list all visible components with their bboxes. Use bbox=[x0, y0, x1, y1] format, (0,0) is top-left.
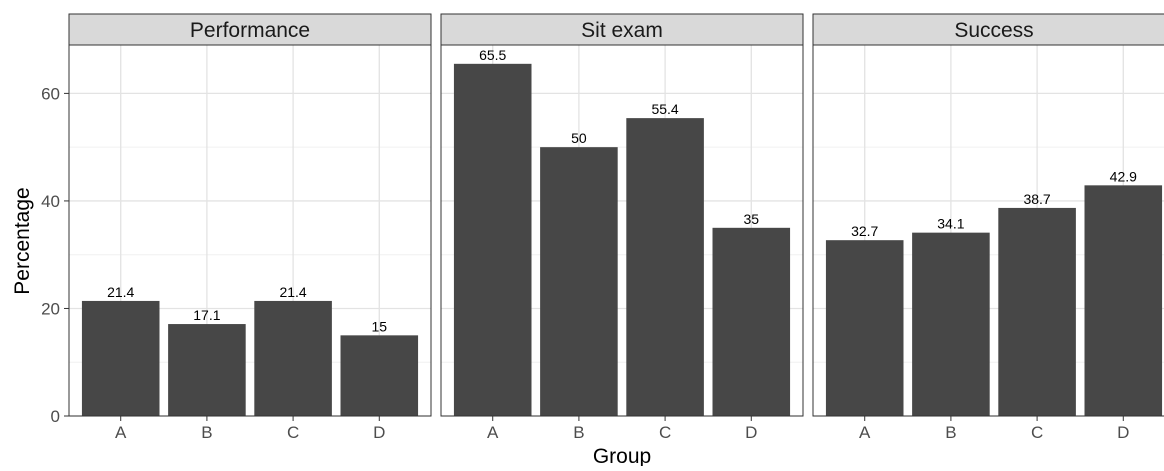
bar-b bbox=[540, 147, 618, 416]
facet-title: Sit exam bbox=[581, 19, 663, 42]
bar-value-label: 32.7 bbox=[851, 223, 878, 239]
x-tick-label: C bbox=[1031, 423, 1043, 442]
facet-title: Performance bbox=[190, 19, 310, 42]
panels-layer: Performance 21.4 17.1 21.4 15 A B C D Sit exam 65.… bbox=[68, 13, 1164, 442]
bar-a bbox=[81, 300, 160, 416]
bar-c bbox=[254, 300, 332, 416]
x-tick-label: B bbox=[201, 423, 212, 442]
facet-title: Success bbox=[954, 19, 1033, 42]
bar-value-label: 50 bbox=[571, 130, 587, 146]
bar-a bbox=[825, 240, 904, 416]
bar-c bbox=[626, 118, 704, 416]
bar-value-label: 21.4 bbox=[279, 284, 306, 300]
facet-panel-success: Success 32.7 34.1 38.7 42.9 A B C D bbox=[812, 13, 1164, 442]
bar-value-label: 35 bbox=[743, 211, 759, 227]
x-tick-label: B bbox=[945, 423, 956, 442]
x-tick-label: C bbox=[659, 423, 671, 442]
panel-border bbox=[812, 44, 1164, 417]
x-tick-label: D bbox=[373, 423, 385, 442]
panel-border bbox=[68, 44, 432, 417]
bar-value-label: 21.4 bbox=[107, 284, 134, 300]
facet-strip bbox=[812, 13, 1164, 46]
bar-value-label: 65.5 bbox=[479, 47, 506, 63]
y-tick-label: 0 bbox=[51, 407, 60, 426]
bar-b bbox=[168, 324, 246, 416]
x-tick-label: A bbox=[487, 423, 499, 442]
y-axis: 0 20 40 60 bbox=[41, 84, 69, 426]
x-axis-title: Group bbox=[593, 445, 651, 466]
y-tick-label: 20 bbox=[41, 299, 60, 318]
x-tick-label: A bbox=[115, 423, 127, 442]
facet-panel-sit-exam: Sit exam 65.5 50 55.4 35 A B C D bbox=[440, 13, 804, 442]
bar-value-label: 55.4 bbox=[651, 101, 678, 117]
bar-d bbox=[712, 227, 791, 416]
bar-value-label: 15 bbox=[371, 318, 387, 334]
y-tick-label: 40 bbox=[41, 192, 60, 211]
y-axis-title: Percentage bbox=[11, 187, 34, 294]
bar-d bbox=[340, 335, 419, 416]
bar-a bbox=[453, 63, 532, 416]
x-tick-label: D bbox=[745, 423, 757, 442]
y-tick-label: 60 bbox=[41, 84, 60, 103]
x-tick-label: B bbox=[573, 423, 584, 442]
facet-strip bbox=[68, 13, 432, 46]
x-tick-label: D bbox=[1117, 423, 1129, 442]
bar-b bbox=[912, 232, 990, 416]
x-tick-label: C bbox=[287, 423, 299, 442]
x-tick-label: A bbox=[859, 423, 871, 442]
panel-border bbox=[440, 44, 804, 417]
bar-c bbox=[998, 207, 1076, 416]
facet-strip bbox=[440, 13, 804, 46]
bar-value-label: 34.1 bbox=[937, 216, 964, 232]
bar-d bbox=[1084, 185, 1163, 416]
bar-value-label: 17.1 bbox=[193, 307, 220, 323]
bar-value-label: 42.9 bbox=[1110, 168, 1137, 184]
bar-value-label: 38.7 bbox=[1023, 191, 1050, 207]
facet-panel-performance: Performance 21.4 17.1 21.4 15 A B C D bbox=[68, 13, 432, 442]
